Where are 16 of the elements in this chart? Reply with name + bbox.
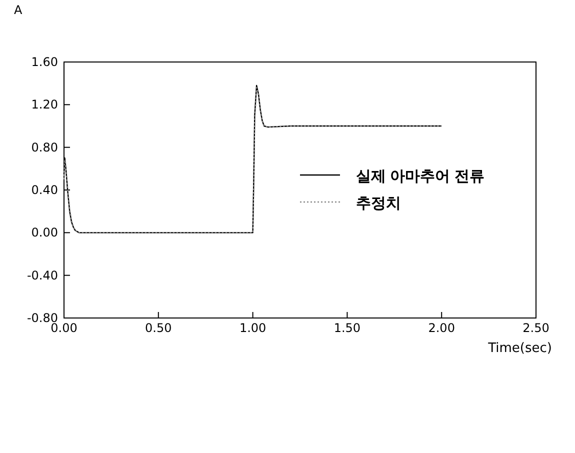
y-tick-label: 1.60 [31,55,58,69]
y-tick-label: 1.20 [31,98,58,112]
legend-label: 실제 아마추어 전류 [356,168,484,185]
x-tick-label: 2.00 [428,321,455,335]
x-tick-label: 1.50 [334,321,361,335]
y-tick-label: 0.40 [31,183,58,197]
legend-label: 추정치 [356,195,401,212]
y-tick-label: -0.40 [26,268,58,282]
x-axis-title: Time(sec) [487,341,552,356]
x-tick-label: 0.50 [145,321,172,335]
x-tick-label: 0.00 [50,321,78,335]
y-axis-title: A [14,3,23,17]
x-tick-label: 1.00 [239,321,266,335]
y-tick-label: 0.80 [31,140,58,154]
x-tick-label: 2.50 [522,321,550,335]
y-tick-label: 0.00 [31,226,58,240]
